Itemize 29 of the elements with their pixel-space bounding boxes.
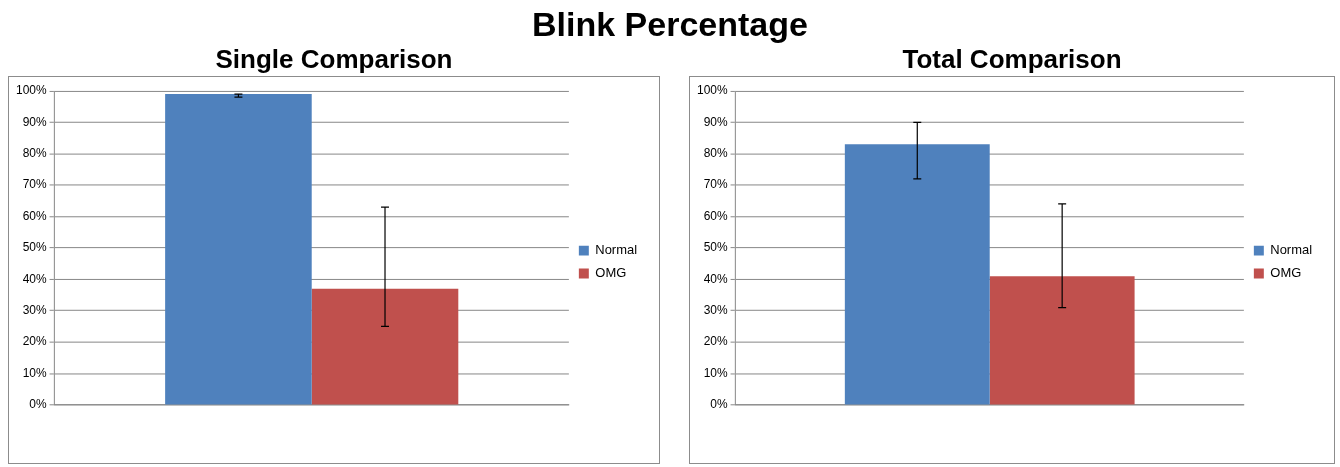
y-tick-label: 10%: [22, 365, 47, 380]
chart-title: Total Comparison: [901, 43, 1123, 76]
text: Blink Percentage: [532, 5, 808, 43]
legend-label: OMG: [595, 265, 627, 281]
y-tick-label: 40%: [703, 271, 728, 286]
y-tick-label: 80%: [22, 146, 47, 161]
legend-label: Normal: [595, 242, 638, 258]
y-tick-label: 50%: [703, 240, 728, 255]
y-tick-label: 100%: [16, 83, 47, 98]
y-tick-label: 60%: [22, 208, 47, 223]
y-tick-label: 50%: [22, 240, 47, 255]
y-tick-label: 90%: [703, 114, 728, 129]
y-tick-label: 20%: [22, 334, 47, 349]
y-tick-label: 100%: [697, 83, 728, 98]
y-tick-label: 60%: [703, 208, 728, 223]
y-tick-label: 30%: [22, 303, 47, 317]
y-tick-label: 30%: [703, 303, 728, 317]
y-tick-label: 80%: [703, 146, 728, 161]
y-tick-label: 70%: [22, 177, 47, 192]
y-tick-label: 70%: [703, 177, 728, 192]
y-tick-label: 40%: [22, 271, 47, 286]
chart-title: Single Comparison: [214, 43, 454, 76]
legend-label: Normal: [1270, 242, 1313, 258]
y-tick-label: 0%: [29, 397, 47, 412]
y-tick-label: 10%: [703, 365, 728, 380]
legend-label: OMG: [1270, 265, 1302, 281]
y-tick-label: 0%: [710, 397, 728, 412]
y-tick-label: 90%: [22, 114, 47, 129]
y-tick-label: 20%: [703, 334, 728, 349]
